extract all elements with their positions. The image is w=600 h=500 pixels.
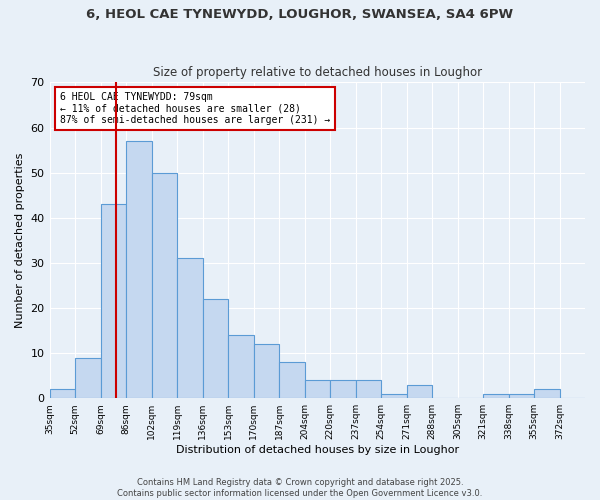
Bar	[126, 141, 152, 398]
Bar	[279, 362, 305, 398]
Bar	[254, 344, 279, 398]
Bar	[483, 394, 509, 398]
Bar	[407, 384, 432, 398]
Bar	[50, 389, 75, 398]
Bar	[305, 380, 330, 398]
Bar	[381, 394, 407, 398]
Bar	[330, 380, 356, 398]
Bar	[228, 335, 254, 398]
Bar	[509, 394, 534, 398]
Bar	[177, 258, 203, 398]
Bar	[203, 299, 228, 398]
Bar	[152, 172, 177, 398]
Text: 6, HEOL CAE TYNEWYDD, LOUGHOR, SWANSEA, SA4 6PW: 6, HEOL CAE TYNEWYDD, LOUGHOR, SWANSEA, …	[86, 8, 514, 20]
Title: Size of property relative to detached houses in Loughor: Size of property relative to detached ho…	[153, 66, 482, 78]
Y-axis label: Number of detached properties: Number of detached properties	[15, 152, 25, 328]
Text: Contains HM Land Registry data © Crown copyright and database right 2025.
Contai: Contains HM Land Registry data © Crown c…	[118, 478, 482, 498]
Text: 6 HEOL CAE TYNEWYDD: 79sqm
← 11% of detached houses are smaller (28)
87% of semi: 6 HEOL CAE TYNEWYDD: 79sqm ← 11% of deta…	[60, 92, 331, 125]
Bar	[356, 380, 381, 398]
X-axis label: Distribution of detached houses by size in Loughor: Distribution of detached houses by size …	[176, 445, 459, 455]
Bar	[101, 204, 126, 398]
Bar	[75, 358, 101, 398]
Bar	[534, 389, 560, 398]
